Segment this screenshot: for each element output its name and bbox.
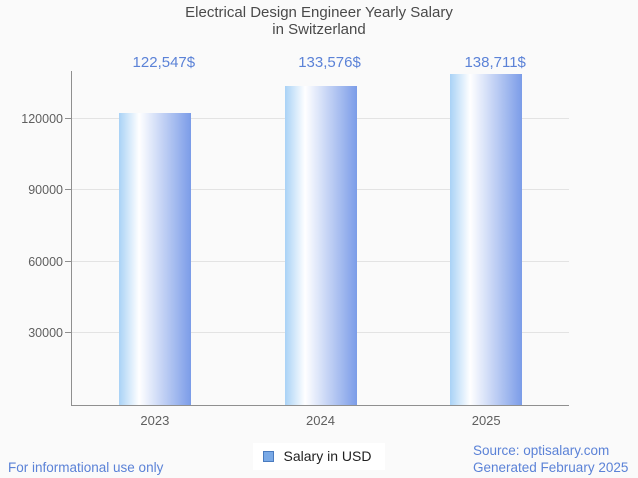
bar-value-label-2025: 138,711$ xyxy=(464,54,526,71)
xtick-label-2025: 2025 xyxy=(471,413,501,428)
bar-value-label-2024: 133,576$ xyxy=(298,54,361,71)
source-attribution: Source: optisalary.com Generated Februar… xyxy=(473,443,628,476)
bar-slot-2024: 133,576$ 2024 xyxy=(238,54,404,428)
chart-title-line1: Electrical Design Engineer Yearly Salary xyxy=(185,4,453,21)
bar-2023 xyxy=(118,112,191,405)
source-line: Source: optisalary.com xyxy=(473,443,610,458)
legend: Salary in USD xyxy=(0,443,638,470)
bar-2024 xyxy=(284,86,357,405)
bar-slot-2023: 122,547$ 2023 xyxy=(72,54,238,428)
chart-title: Electrical Design Engineer Yearly Salary… xyxy=(0,4,638,38)
ytick-label-90000: 90000 xyxy=(28,183,63,198)
legend-label: Salary in USD xyxy=(283,448,372,464)
xtick-label-2023: 2023 xyxy=(140,413,170,428)
bar-2025 xyxy=(450,74,523,405)
plot-area: 122,547$ 2023 133,576$ 2024 138,711$ 2025 300… xyxy=(21,54,569,428)
ytick-mark-30000 xyxy=(65,332,71,334)
ytick-label-30000: 30000 xyxy=(28,326,63,341)
ytick-label-60000: 60000 xyxy=(28,254,63,269)
ytick-mark-90000 xyxy=(65,189,71,191)
legend-item-salary-in-usd: Salary in USD xyxy=(252,443,386,470)
bar-slot-2025: 138,711$ 2025 xyxy=(403,54,569,428)
ytick-mark-60000 xyxy=(65,260,71,262)
chart-title-line2: in Switzerland xyxy=(272,21,366,38)
legend-marker-icon xyxy=(262,450,274,462)
ytick-label-120000: 120000 xyxy=(21,111,63,126)
xtick-label-2024: 2024 xyxy=(306,413,335,428)
ytick-mark-120000 xyxy=(65,117,71,119)
generated-line: Generated February 2025 xyxy=(473,459,629,475)
bar-value-label-2023: 122,547$ xyxy=(132,54,196,71)
bars: 122,547$ 2023 133,576$ 2024 138,711$ 2025 xyxy=(72,54,569,428)
disclaimer-text: For informational use only xyxy=(8,460,164,475)
